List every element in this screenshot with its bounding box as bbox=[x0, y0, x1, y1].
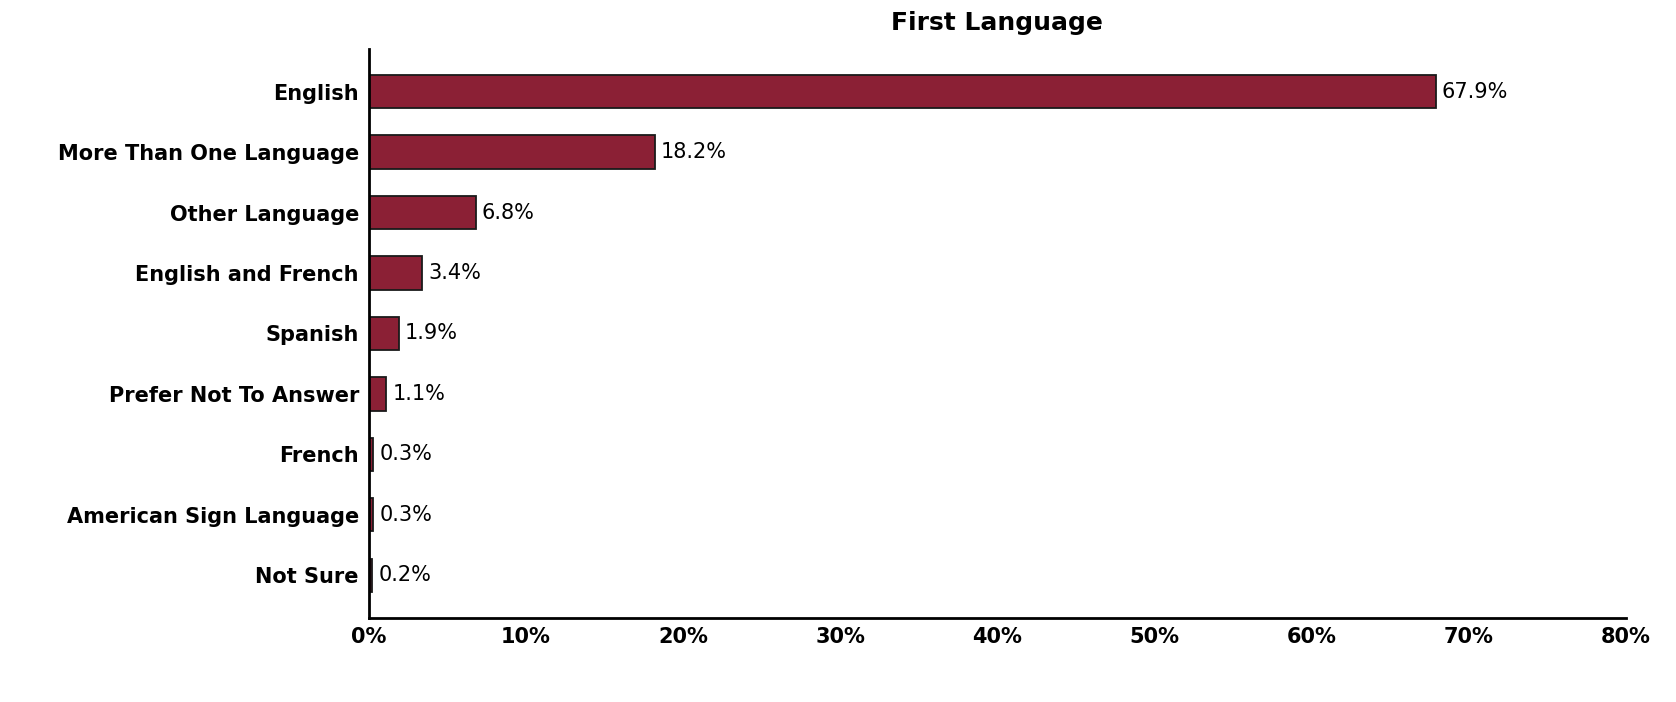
Bar bbox=[369, 196, 476, 229]
Bar bbox=[369, 135, 655, 168]
Text: 1.1%: 1.1% bbox=[392, 384, 446, 404]
Text: 0.3%: 0.3% bbox=[380, 444, 432, 464]
Bar bbox=[369, 498, 374, 531]
Text: 0.2%: 0.2% bbox=[379, 565, 431, 585]
Bar bbox=[369, 256, 422, 290]
Text: 67.9%: 67.9% bbox=[1441, 81, 1508, 102]
Bar bbox=[369, 317, 399, 350]
Text: 18.2%: 18.2% bbox=[660, 142, 727, 162]
Bar bbox=[369, 438, 374, 471]
Bar bbox=[369, 377, 385, 411]
Text: 0.3%: 0.3% bbox=[380, 505, 432, 525]
Title: First Language: First Language bbox=[892, 11, 1103, 34]
Text: 6.8%: 6.8% bbox=[483, 203, 535, 223]
Bar bbox=[369, 75, 1436, 108]
Bar bbox=[369, 559, 372, 592]
Text: 1.9%: 1.9% bbox=[406, 324, 458, 343]
Text: 3.4%: 3.4% bbox=[429, 263, 481, 283]
